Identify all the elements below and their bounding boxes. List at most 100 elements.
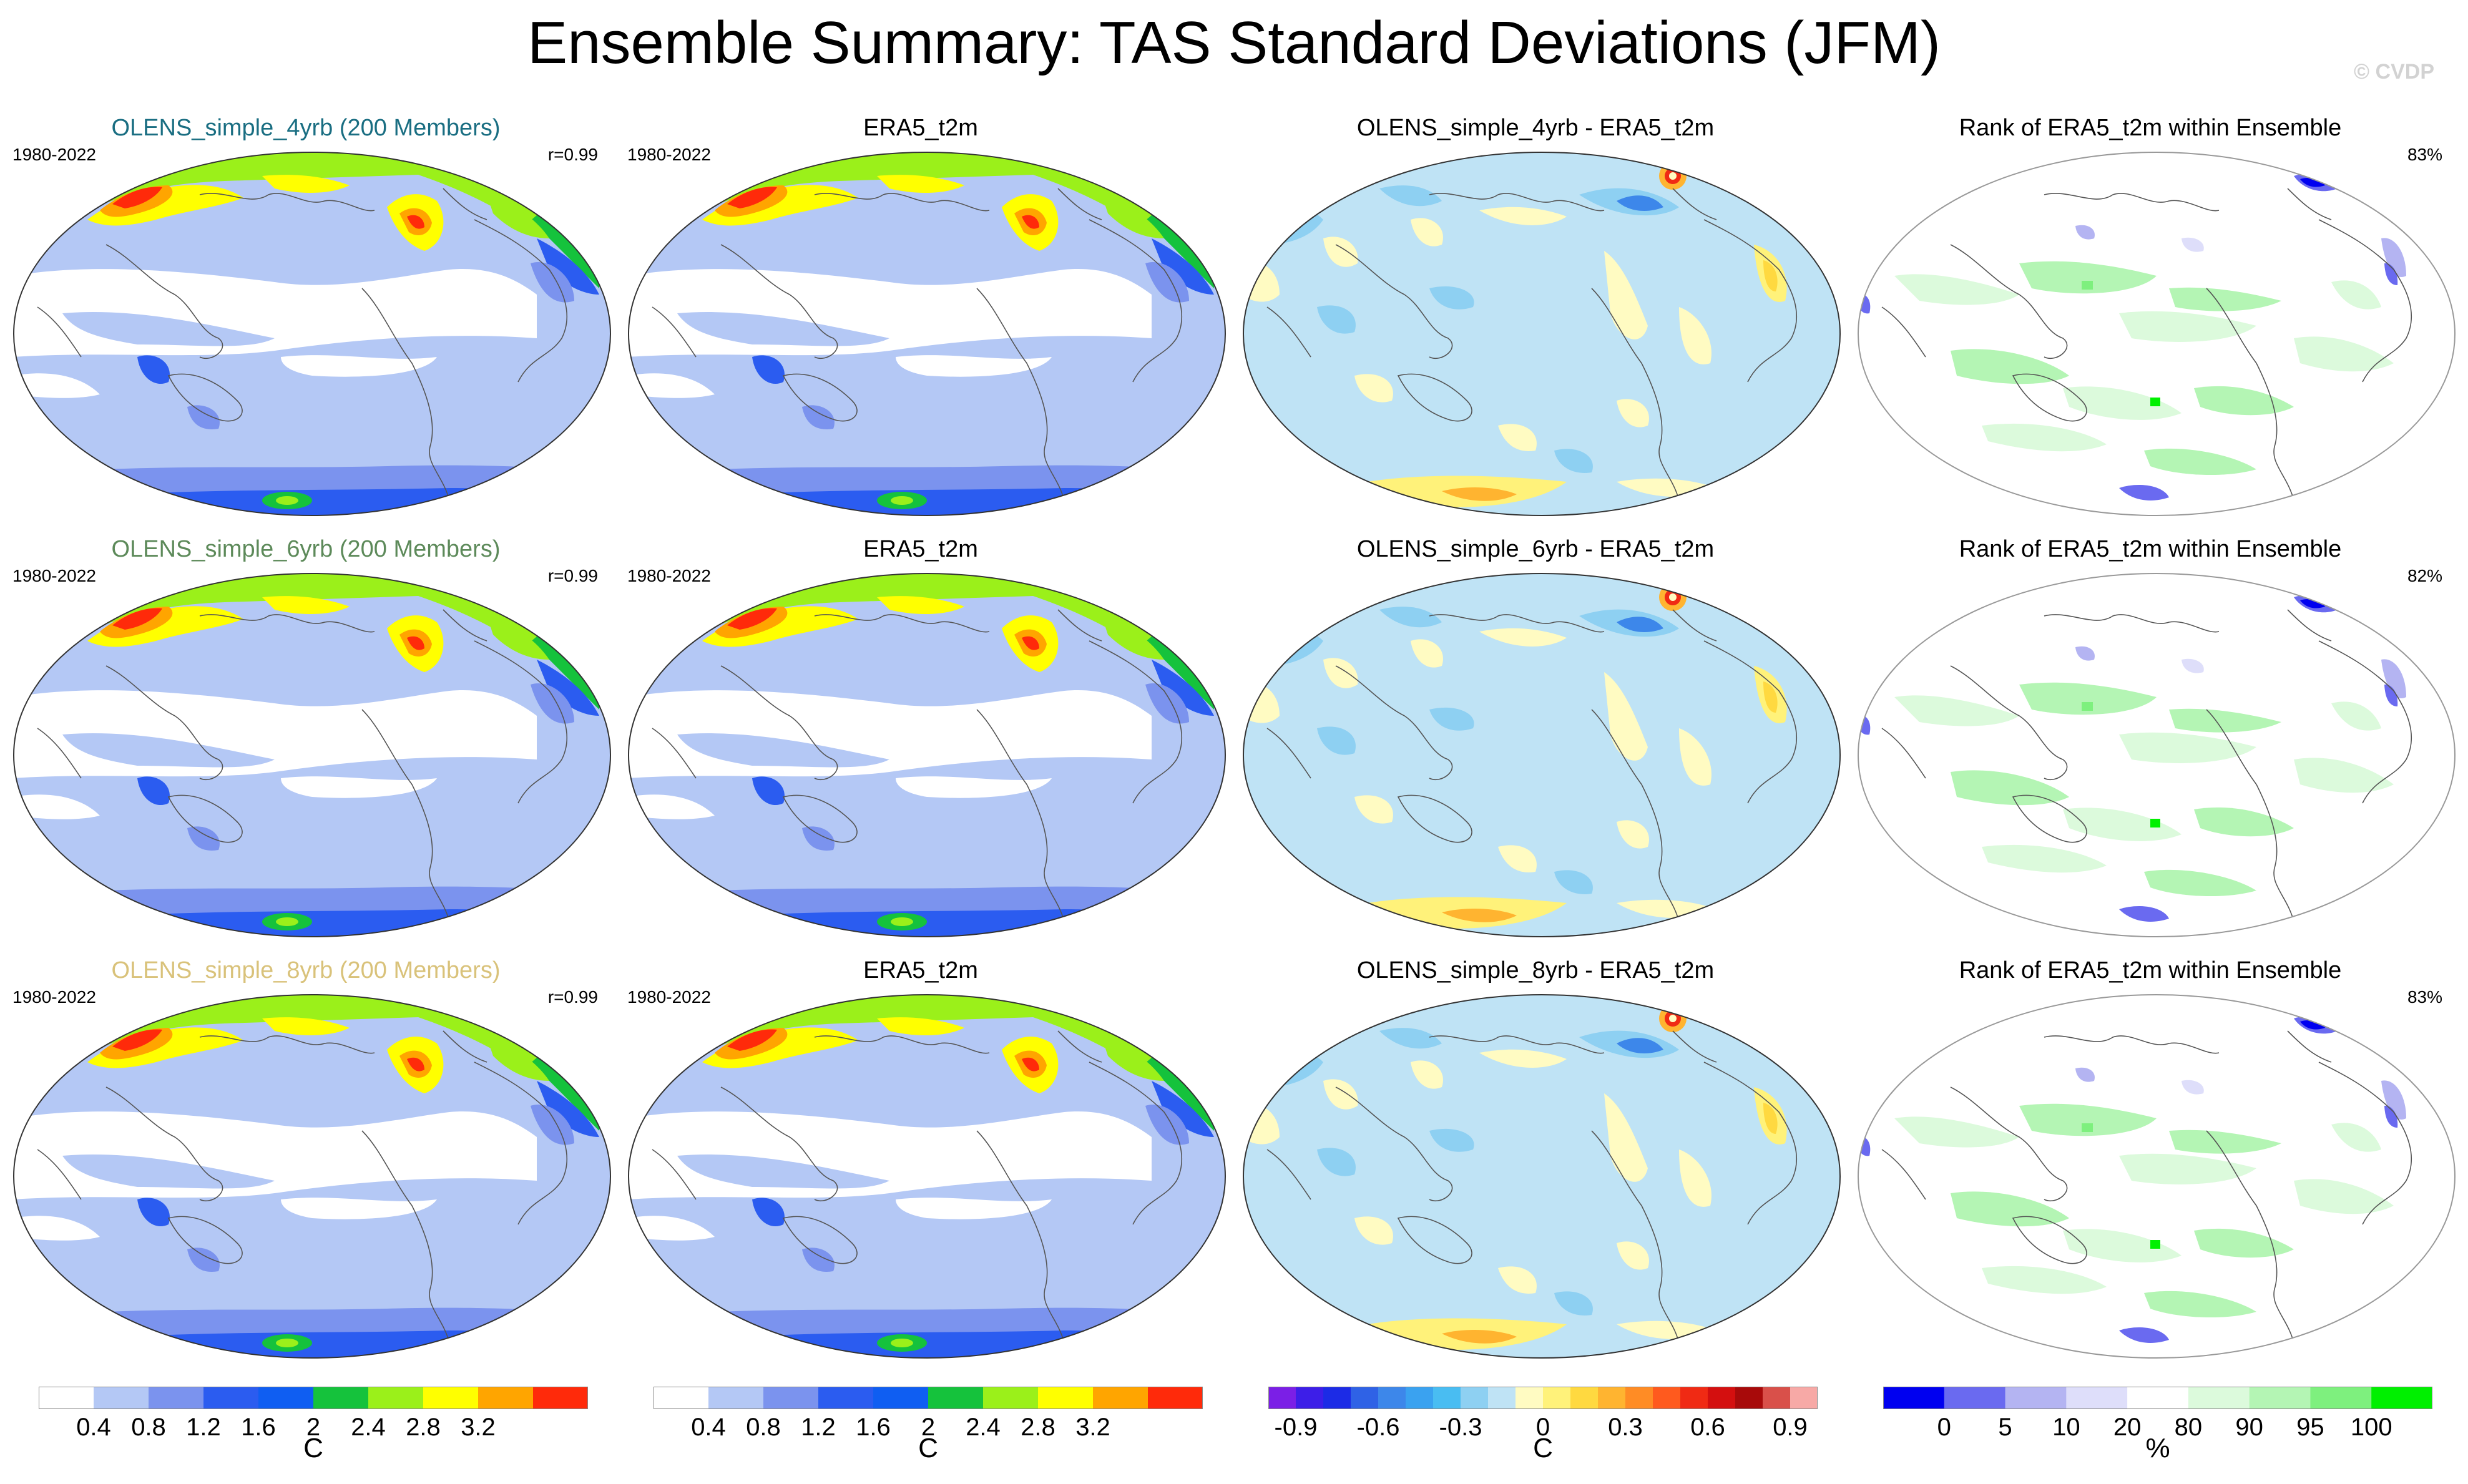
colorbar-swatch xyxy=(2188,1387,2250,1409)
colorbar-swatch xyxy=(533,1387,588,1409)
panel-diff: OLENS_simple_4yrb - ERA5_t2m xyxy=(1230,112,1841,518)
panel-model: OLENS_simple_4yrb (200 Members) 1980-202… xyxy=(0,112,612,518)
colorbar-frame xyxy=(1883,1387,2432,1409)
colorbar-tick-label: 1.6 xyxy=(856,1413,891,1441)
period-label: 1980-2022 xyxy=(12,987,96,1007)
period-label: 1980-2022 xyxy=(627,145,711,164)
colorbar-tick-label: 0.8 xyxy=(746,1413,781,1441)
colorbar-swatch xyxy=(149,1387,204,1409)
colorbar-swatch xyxy=(203,1387,259,1409)
diff-map xyxy=(1242,572,1841,938)
panel-title: Rank of ERA5_t2m within Ensemble xyxy=(1959,957,2342,984)
colorbar-tick-label: 80 xyxy=(2175,1413,2203,1441)
colorbar-tick-label: 0.8 xyxy=(131,1413,166,1441)
panel-rank: Rank of ERA5_t2m within Ensemble 83% xyxy=(1844,112,2456,518)
pattern-correlation: r=0.99 xyxy=(547,566,598,585)
colorbar-unit: % xyxy=(2145,1433,2170,1463)
colorbar-tick-label: 10 xyxy=(2052,1413,2080,1441)
colorbar-tick-label: 0.3 xyxy=(1608,1413,1643,1441)
colorbar-tick-label: 3.2 xyxy=(1075,1413,1110,1441)
colorbar-tick-label: 3.2 xyxy=(461,1413,496,1441)
colorbar-swatch xyxy=(1351,1387,1379,1409)
colorbar-tick-label: 2 xyxy=(306,1413,320,1441)
figure-title: Ensemble Summary: TAS Standard Deviation… xyxy=(527,9,1941,76)
colorbar-tick-label: 95 xyxy=(2296,1413,2324,1441)
colorbar-swatch xyxy=(1570,1387,1599,1409)
colorbar-swatch xyxy=(1653,1387,1681,1409)
colorbar-swatch xyxy=(258,1387,314,1409)
colorbar-tick-label: 1.2 xyxy=(186,1413,221,1441)
colorbar-swatch xyxy=(1708,1387,1736,1409)
colorbar-frame xyxy=(39,1387,588,1409)
panel-title: OLENS_simple_6yrb (200 Members) xyxy=(111,536,501,562)
rank-map xyxy=(1857,572,2456,938)
colorbar-swatch xyxy=(1296,1387,1324,1409)
pattern-correlation: r=0.99 xyxy=(547,145,598,164)
period-label: 1980-2022 xyxy=(627,566,711,585)
colorbar-tick-label: 2.4 xyxy=(966,1413,1001,1441)
std-map xyxy=(12,572,612,938)
watermark: © CVDP xyxy=(2354,60,2434,84)
colorbar-swatch xyxy=(1763,1387,1791,1409)
colorbar-swatch xyxy=(1433,1387,1461,1409)
colorbar-tick-label: 0 xyxy=(1536,1413,1550,1441)
colorbar-swatch xyxy=(2310,1387,2372,1409)
colorbar-diff: -0.9 -0.6 -0.3 0 0.3 0.6 0.9 xyxy=(1268,1387,1818,1443)
colorbar-swatch xyxy=(1598,1387,1626,1409)
pattern-correlation: r=0.99 xyxy=(547,987,598,1007)
colorbar-unit: C xyxy=(918,1433,938,1463)
colorbar-tick-label: 2.8 xyxy=(1021,1413,1055,1441)
panel-diff: OLENS_simple_6yrb - ERA5_t2m xyxy=(1230,534,1841,939)
panel-obs: ERA5_t2m 1980-2022 xyxy=(615,112,1227,518)
colorbar-tick-label: -0.3 xyxy=(1439,1413,1482,1441)
diff-map xyxy=(1242,151,1841,517)
colorbar-swatch xyxy=(1543,1387,1571,1409)
colorbar-swatch xyxy=(1790,1387,1818,1409)
colorbar-std-scale: 0.4 0.8 1.2 1.6 2 2.4 2.8 3.2 xyxy=(39,1387,588,1441)
colorbar-diff-scale: -0.9 -0.6 -0.3 0 0.3 0.6 0.9 xyxy=(1268,1387,1818,1441)
panel-diff: OLENS_simple_8yrb - ERA5_t2m xyxy=(1230,955,1841,1360)
colorbar-swatch xyxy=(1038,1387,1094,1409)
rank-percentage: 83% xyxy=(2407,987,2442,1007)
colorbar-tick-label: 0.4 xyxy=(691,1413,726,1441)
colorbar-tick-label: 2.8 xyxy=(406,1413,441,1441)
colorbar-swatch xyxy=(2249,1387,2311,1409)
panel-title: OLENS_simple_4yrb (200 Members) xyxy=(111,115,501,141)
colorbar-swatch xyxy=(1406,1387,1434,1409)
colorbar-swatch xyxy=(1093,1387,1148,1409)
colorbar-swatch xyxy=(818,1387,874,1409)
colorbar-tick-label: 1.2 xyxy=(801,1413,836,1441)
colorbar-swatch xyxy=(1268,1387,1296,1409)
colorbar-tick-label: 0 xyxy=(1937,1413,1951,1441)
colorbar-frame xyxy=(1268,1387,1818,1409)
colorbar-tick-label: 0.4 xyxy=(76,1413,111,1441)
panel-title: OLENS_simple_4yrb - ERA5_t2m xyxy=(1356,115,1715,141)
colorbar-swatch xyxy=(423,1387,479,1409)
std-map xyxy=(627,572,1227,938)
colorbar-tick-label: 100 xyxy=(2351,1413,2392,1441)
rank-percentage: 82% xyxy=(2407,566,2442,585)
rank-map xyxy=(1857,993,2456,1359)
colorbar-swatch xyxy=(1516,1387,1544,1409)
panel-title: ERA5_t2m xyxy=(863,536,978,562)
colorbar-swatch xyxy=(1625,1387,1653,1409)
panel-title: OLENS_simple_8yrb - ERA5_t2m xyxy=(1356,957,1715,984)
std-map xyxy=(627,993,1227,1359)
panel-title: ERA5_t2m xyxy=(863,115,978,141)
std-map xyxy=(627,151,1227,517)
colorbar-swatch xyxy=(873,1387,929,1409)
colorbar-tick-label: 2.4 xyxy=(351,1413,386,1441)
colorbar-tick-label: 2 xyxy=(921,1413,935,1441)
colorbar-swatch xyxy=(654,1387,709,1409)
period-label: 1980-2022 xyxy=(627,987,711,1007)
colorbar-unit: C xyxy=(1533,1433,1553,1463)
colorbar-tick-label: 0.6 xyxy=(1690,1413,1725,1441)
panel-title: ERA5_t2m xyxy=(863,957,978,984)
diff-map xyxy=(1242,993,1841,1359)
colorbar-tick-label: -0.6 xyxy=(1357,1413,1400,1441)
colorbar-tick-label: 1.6 xyxy=(241,1413,276,1441)
colorbar-std: 0.4 0.8 1.2 1.6 2 2.4 2.8 3.2 xyxy=(39,1387,588,1443)
panel-title: Rank of ERA5_t2m within Ensemble xyxy=(1959,536,2342,562)
panel-title: OLENS_simple_8yrb (200 Members) xyxy=(111,957,501,984)
colorbar-swatch xyxy=(1680,1387,1708,1409)
